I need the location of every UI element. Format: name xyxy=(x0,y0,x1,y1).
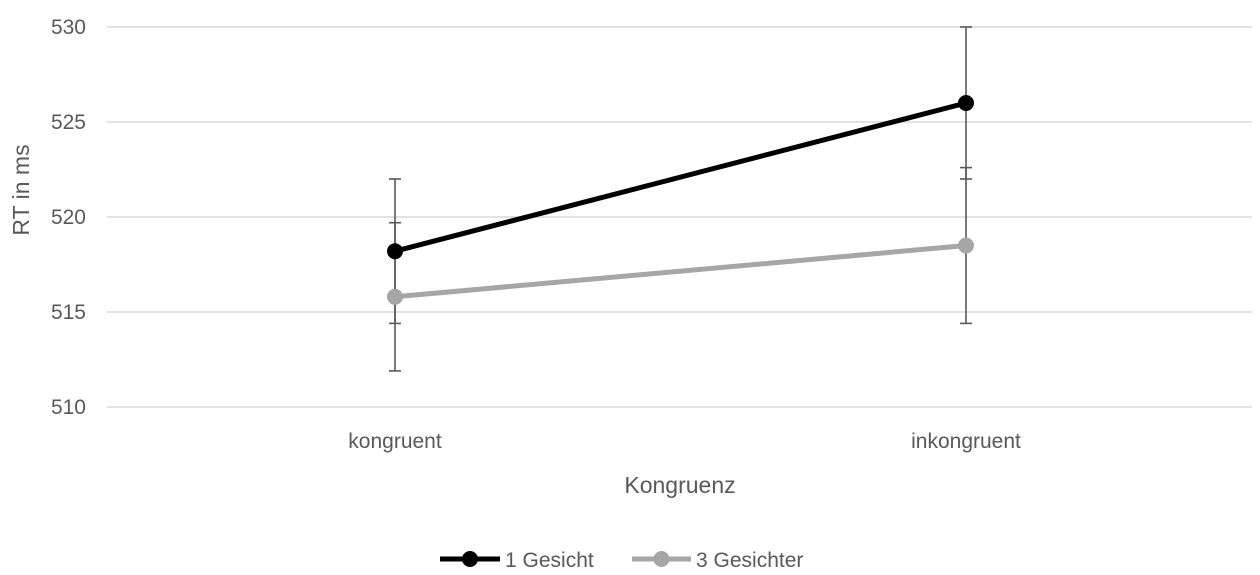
y-axis-title: RT in ms xyxy=(8,144,34,235)
y-tick-label: 510 xyxy=(51,396,86,419)
x-axis-title: Kongruenz xyxy=(624,472,735,498)
legend-label: 3 Gesichter xyxy=(696,549,803,572)
series-line xyxy=(392,100,969,254)
x-category-label: kongruent xyxy=(348,430,442,453)
x-axis-categories: kongruent inkongruent xyxy=(348,430,1021,453)
y-tick-label: 520 xyxy=(51,206,86,229)
data-point xyxy=(958,237,974,254)
error-bars xyxy=(389,26,972,372)
series-lines xyxy=(392,100,969,300)
series-markers xyxy=(387,95,974,305)
x-category-label: inkongruent xyxy=(911,430,1021,453)
series-line xyxy=(392,243,969,300)
y-tick-label: 525 xyxy=(51,111,86,134)
y-tick-label: 515 xyxy=(51,301,86,324)
data-point xyxy=(958,95,974,111)
data-point xyxy=(387,243,403,260)
legend-swatch-marker xyxy=(653,551,670,567)
legend-label: 1 Gesicht xyxy=(505,549,594,572)
y-axis-ticks: 510 515 520 525 530 xyxy=(51,16,86,419)
y-tick-label: 530 xyxy=(51,16,86,39)
legend-swatch-marker xyxy=(462,551,478,567)
data-point xyxy=(387,288,403,305)
legend: 1 Gesicht 3 Gesichter xyxy=(440,549,803,572)
gridlines xyxy=(107,26,1252,408)
